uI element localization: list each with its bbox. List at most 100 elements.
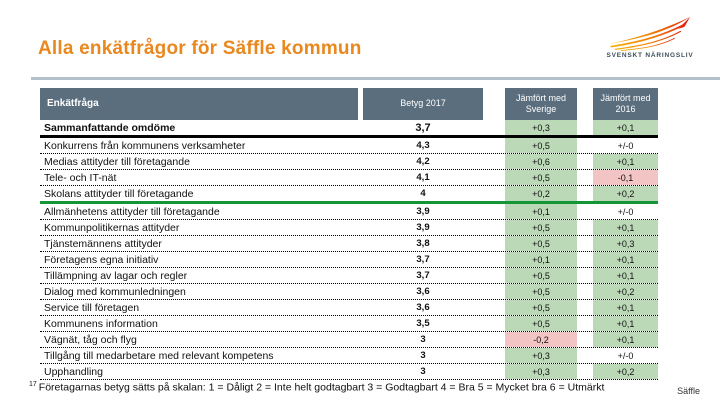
row-label: Företagens egna initiativ (44, 253, 159, 266)
row-vs-2016-value: +0,1 (593, 268, 658, 283)
row-betyg-value: 3 (420, 334, 426, 345)
row-betyg-value: 3,7 (415, 121, 431, 134)
row-label: Medias attityder till företagande (44, 155, 190, 168)
header-gap (577, 88, 593, 120)
divider-line (31, 77, 720, 80)
column-gap (483, 316, 505, 331)
header-gap (483, 88, 505, 120)
table-row: Tjänstemännens attityder 3,8 +0,5 +0,3 (40, 236, 658, 252)
row-betyg-value: 3,9 (416, 206, 430, 217)
column-gap (483, 332, 505, 347)
row-vs-sverige-value: +0,6 (505, 154, 577, 169)
column-gap (577, 268, 593, 283)
row-betyg-value: 3,6 (416, 302, 430, 313)
column-gap (483, 252, 505, 267)
survey-table: Enkätfråga Betyg 2017 Jämfört med Sverig… (40, 88, 658, 380)
row-betyg-value: 3,9 (416, 222, 430, 233)
row-vs-sverige-value: +0,5 (505, 138, 577, 153)
footnote-marker: 17 (29, 381, 37, 388)
page-title: Alla enkätfrågor för Säffle kommun (38, 38, 362, 59)
row-vs-2016-value: +0,2 (593, 186, 658, 201)
svenskt-naringsliv-wing-icon (608, 16, 691, 51)
table-body: Sammanfattande omdöme 3,7 +0,3 +0,1 Konkurre… (40, 120, 658, 380)
column-header-enkatfraga: Enkätfråga (40, 88, 358, 120)
table-row: Upphandling 3 +0,3 +0,2 (40, 364, 658, 380)
column-gap (577, 186, 593, 201)
column-gap (483, 170, 505, 185)
row-vs-sverige-value: +0,3 (505, 348, 577, 363)
row-label: Kommunpolitikernas attityder (44, 221, 180, 234)
row-vs-2016-value: +/-0 (617, 206, 634, 217)
table-row: Vägnät, tåg och flyg 3 -0,2 +0,1 (40, 332, 658, 348)
column-gap (483, 186, 505, 201)
row-vs-2016-value: +0,1 (593, 220, 658, 235)
row-vs-sverige-value: +0,5 (505, 236, 577, 251)
row-vs-2016-value: +0,1 (593, 154, 658, 169)
table-row: Service till företagen 3,6 +0,5 +0,1 (40, 300, 658, 316)
column-gap (483, 268, 505, 283)
logo: SVENSKT NÄRINGSLIV (600, 15, 700, 59)
column-gap (483, 364, 505, 379)
row-vs-2016-value: +0,1 (593, 120, 658, 135)
row-vs-2016-value: -0,1 (593, 170, 658, 185)
table-row: Sammanfattande omdöme 3,7 +0,3 +0,1 (40, 120, 658, 138)
table-row: Allmänhetens attityder till företagande 3… (40, 204, 658, 220)
table-row: Tele- och IT-nät 4,1 +0,5 -0,1 (40, 170, 658, 186)
table-row: Skolans attityder till företagande 4 +0,2 +… (40, 186, 658, 204)
column-gap (577, 236, 593, 251)
row-vs-sverige-value: +0,1 (505, 252, 577, 267)
column-gap (577, 364, 593, 379)
column-gap (577, 170, 593, 185)
page-label: Säffle (677, 386, 700, 396)
column-gap (577, 348, 593, 363)
table-row: Kommunpolitikernas attityder 3,9 +0,5 +0,1 (40, 220, 658, 236)
row-label: Service till företagen (44, 301, 140, 314)
row-label: Konkurrens från kommunens verksamheter (44, 139, 246, 152)
row-vs-sverige-value: +0,5 (505, 316, 577, 331)
row-label: Kommunens information (44, 317, 158, 330)
column-header-jamfort-sverige: Jämfört med Sverige (505, 88, 577, 120)
row-vs-2016-value: +0,1 (593, 332, 658, 347)
table-row: Konkurrens från kommunens verksamheter 4,… (40, 138, 658, 154)
row-betyg-value: 3,7 (416, 270, 430, 281)
table-row: Tillämpning av lagar och regler 3,7 +0,5 +0… (40, 268, 658, 284)
column-gap (577, 316, 593, 331)
table-row: Dialog med kommunledningen 3,6 +0,5 +0,2 (40, 284, 658, 300)
column-gap (483, 120, 505, 135)
row-vs-2016-value: +0,2 (593, 284, 658, 299)
column-gap (577, 332, 593, 347)
row-betyg-value: 4,2 (416, 156, 430, 167)
row-label: Dialog med kommunledningen (44, 285, 186, 298)
table-header: Enkätfråga Betyg 2017 Jämfört med Sverig… (40, 88, 658, 120)
row-vs-sverige-value: +0,5 (505, 220, 577, 235)
row-vs-2016-value: +0,1 (593, 316, 658, 331)
row-vs-sverige-value: +0,1 (505, 204, 577, 219)
column-gap (577, 154, 593, 169)
footnote: 17 Företagarnas betyg sätts på skalan: 1 … (29, 381, 604, 394)
table-row: Medias attityder till företagande 4,2 +0,6… (40, 154, 658, 170)
row-vs-2016-value: +0,1 (593, 300, 658, 315)
row-label: Vägnät, tåg och flyg (44, 333, 137, 346)
footnote-text: Företagarnas betyg sätts på skalan: 1 = … (38, 381, 605, 394)
row-vs-sverige-value: -0,2 (505, 332, 577, 347)
row-vs-2016-value: +/-0 (617, 350, 634, 361)
row-vs-2016-value: +/-0 (617, 140, 634, 151)
row-vs-2016-value: +0,2 (593, 364, 658, 379)
row-label: Tillgång till medarbetare med relevant k… (44, 349, 274, 362)
row-vs-2016-value: +0,3 (593, 236, 658, 251)
column-gap (577, 300, 593, 315)
column-gap (577, 220, 593, 235)
row-vs-sverige-value: +0,2 (505, 186, 577, 201)
logo-text: SVENSKT NÄRINGSLIV (606, 52, 694, 59)
row-betyg-value: 4,1 (416, 172, 430, 183)
row-betyg-value: 3 (420, 366, 426, 377)
row-label: Allmänhetens attityder till företagande (44, 205, 220, 218)
column-gap (483, 138, 505, 153)
column-header-betyg-2017: Betyg 2017 (363, 88, 483, 120)
row-label: Sammanfattande omdöme (44, 121, 176, 134)
row-label: Upphandling (44, 365, 103, 378)
row-vs-2016-value: +0,1 (593, 252, 658, 267)
row-betyg-value: 3,8 (416, 238, 430, 249)
column-gap (483, 236, 505, 251)
